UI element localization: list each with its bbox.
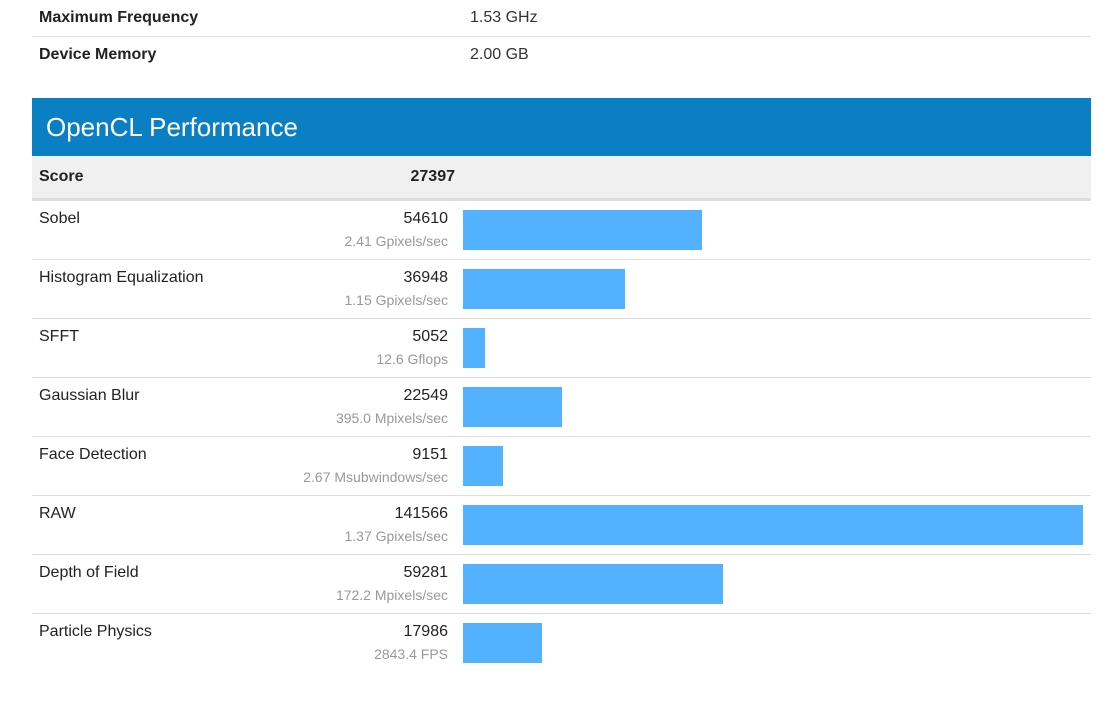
table-row: RAW 141566 1.37 Gpixels/sec — [32, 496, 1091, 555]
info-label: Device Memory — [39, 46, 157, 63]
benchmark-bar — [463, 328, 485, 368]
benchmark-name: RAW — [39, 505, 76, 522]
table-row: Histogram Equalization 36948 1.15 Gpixels/… — [32, 260, 1091, 319]
info-value: 2.00 GB — [470, 46, 529, 63]
benchmark-score: 54610 — [403, 210, 449, 227]
benchmark-rate: 172.2 Mpixels/sec — [335, 587, 448, 603]
benchmark-name: Depth of Field — [39, 564, 139, 581]
benchmark-rate: 2.67 Msubwindows/sec — [303, 469, 448, 485]
benchmark-score: 17986 — [403, 623, 449, 640]
benchmark-bar — [463, 564, 723, 604]
benchmark-list: Sobel 54610 2.41 Gpixels/sec Histogram Equa… — [32, 201, 1091, 673]
benchmark-name: Sobel — [39, 210, 80, 227]
benchmark-score: 22549 — [403, 387, 449, 404]
benchmark-score: 5052 — [412, 328, 448, 345]
section-header: OpenCL Performance — [32, 98, 1091, 156]
info-row: Device Memory 2.00 GB — [32, 37, 1091, 73]
benchmark-rate: 395.0 Mpixels/sec — [335, 410, 448, 426]
benchmark-score: 141566 — [394, 505, 448, 522]
device-info-table: Maximum Frequency 1.53 GHz Device Memory 2.… — [32, 0, 1091, 73]
table-row: SFFT 5052 12.6 Gflops — [32, 319, 1091, 378]
table-row: Sobel 54610 2.41 Gpixels/sec — [32, 201, 1091, 260]
section-title: OpenCL Performance — [46, 112, 298, 142]
table-row: Depth of Field 59281 172.2 Mpixels/sec — [32, 555, 1091, 614]
score-label: Score — [39, 168, 84, 185]
benchmark-rate: 1.37 Gpixels/sec — [344, 528, 449, 544]
benchmark-page: Maximum Frequency 1.53 GHz Device Memory 2.… — [32, 0, 1091, 663]
table-row: Gaussian Blur 22549 395.0 Mpixels/sec — [32, 378, 1091, 437]
benchmark-score: 9151 — [412, 446, 448, 463]
benchmark-bar — [463, 387, 562, 427]
benchmark-score: 36948 — [403, 269, 449, 286]
table-row: Face Detection 9151 2.67 Msubwindows/sec — [32, 437, 1091, 496]
benchmark-bar — [463, 623, 542, 663]
info-value: 1.53 GHz — [470, 9, 538, 26]
benchmark-name: Histogram Equalization — [39, 269, 204, 286]
benchmark-rate: 2843.4 FPS — [374, 646, 448, 662]
benchmark-rate: 12.6 Gflops — [376, 351, 448, 367]
benchmark-name: SFFT — [39, 328, 79, 345]
info-label: Maximum Frequency — [39, 9, 199, 26]
score-value: 27397 — [410, 168, 456, 185]
benchmark-bar — [463, 210, 702, 250]
table-row: Particle Physics 17986 2843.4 FPS — [32, 614, 1091, 673]
benchmark-bar — [463, 269, 625, 309]
benchmark-rate: 2.41 Gpixels/sec — [344, 233, 449, 249]
score-row: Score 27397 — [32, 156, 1091, 201]
benchmark-bar — [463, 505, 1083, 545]
benchmark-name: Particle Physics — [39, 623, 152, 640]
benchmark-name: Face Detection — [39, 446, 147, 463]
benchmark-score: 59281 — [403, 564, 449, 581]
benchmark-rate: 1.15 Gpixels/sec — [344, 292, 449, 308]
benchmark-bar — [463, 446, 503, 486]
benchmark-name: Gaussian Blur — [39, 387, 140, 404]
info-row: Maximum Frequency 1.53 GHz — [32, 0, 1091, 37]
